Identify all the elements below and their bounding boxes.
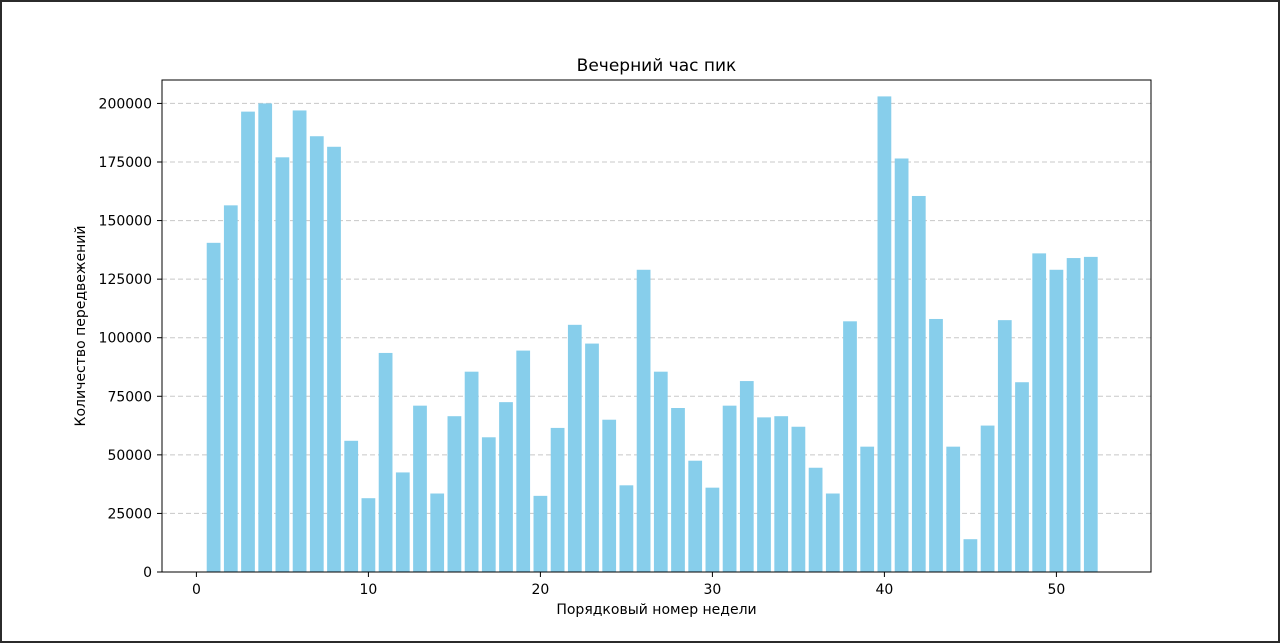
bar — [361, 498, 376, 572]
bar — [550, 427, 565, 572]
bar — [378, 352, 393, 572]
x-tick-label: 30 — [703, 582, 721, 598]
bar — [344, 440, 359, 572]
bar — [808, 467, 823, 572]
bar — [963, 539, 978, 572]
bar — [464, 371, 479, 572]
y-tick-label: 50000 — [107, 448, 152, 464]
bar — [877, 96, 892, 573]
bar — [894, 158, 909, 572]
x-tick-label: 40 — [875, 582, 893, 598]
y-tick-label: 0 — [143, 565, 152, 581]
bars-layer — [206, 96, 1098, 573]
bar — [241, 111, 255, 572]
y-tick-label: 150000 — [99, 214, 152, 230]
y-axis-title: Количество передвежений — [73, 226, 89, 427]
bar — [671, 408, 685, 572]
y-tick-label: 125000 — [99, 272, 152, 288]
bar — [516, 350, 531, 572]
bar — [980, 425, 995, 572]
bar — [430, 493, 445, 572]
bar — [602, 419, 617, 572]
bar — [309, 136, 324, 572]
x-tick-label: 20 — [531, 582, 549, 598]
bar — [1049, 269, 1064, 572]
y-tick-label: 75000 — [107, 389, 152, 405]
bar — [327, 146, 341, 572]
bar — [481, 437, 496, 572]
bar — [258, 103, 273, 572]
bar — [757, 417, 771, 572]
bar — [1083, 256, 1098, 572]
y-axis-ticks: 0 25000 50000 75000 100000 125000 150000 175000… — [99, 96, 162, 581]
bar — [1015, 382, 1029, 572]
bar — [929, 318, 943, 572]
chart-title: Вечерний час пик — [577, 56, 737, 76]
x-axis-title: Порядковый номер недели — [556, 602, 756, 618]
bar — [585, 343, 599, 572]
bar — [636, 269, 651, 572]
bar — [1032, 253, 1047, 572]
x-tick-label: 10 — [359, 582, 377, 598]
bar — [739, 381, 754, 572]
bar — [825, 493, 840, 572]
bar — [791, 426, 806, 572]
x-axis-ticks: 0 10 20 30 40 50 — [192, 572, 1065, 598]
bar — [911, 195, 926, 572]
bar — [860, 446, 875, 572]
bar — [946, 446, 961, 572]
bar — [206, 242, 221, 573]
bar — [653, 371, 668, 572]
bar — [395, 472, 410, 572]
bar — [722, 405, 737, 572]
bar — [688, 460, 703, 572]
y-tick-label: 25000 — [107, 506, 152, 522]
x-tick-label: 50 — [1047, 582, 1065, 598]
y-tick-label: 200000 — [99, 96, 152, 112]
bar — [533, 495, 548, 572]
bar — [413, 405, 427, 572]
bar — [619, 485, 634, 572]
bar — [567, 324, 582, 572]
y-tick-label: 175000 — [99, 155, 152, 171]
bar — [499, 402, 513, 572]
y-tick-label: 100000 — [99, 331, 152, 347]
x-tick-label: 0 — [192, 582, 201, 598]
bar — [774, 416, 789, 572]
bar — [275, 157, 290, 573]
bar — [1066, 258, 1081, 572]
plot-area-border — [161, 79, 1152, 573]
bar — [292, 110, 307, 572]
bar — [843, 321, 857, 572]
bar — [447, 416, 462, 572]
bar — [705, 487, 720, 572]
bar — [997, 320, 1012, 572]
bar — [223, 205, 238, 573]
